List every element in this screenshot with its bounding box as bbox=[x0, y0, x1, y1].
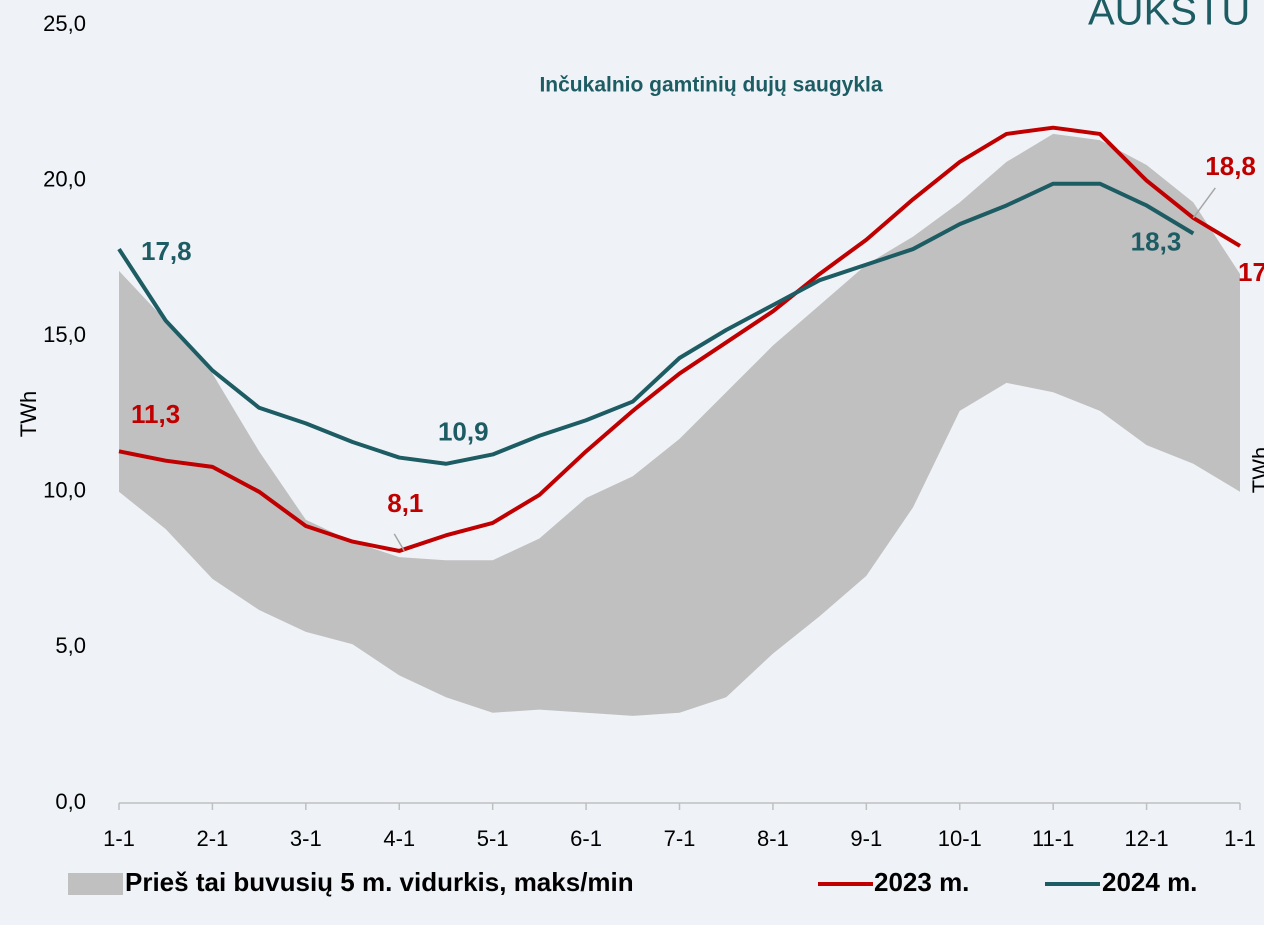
x-tick-label: 10-1 bbox=[938, 826, 982, 851]
y-axis-label: TWh bbox=[16, 391, 41, 437]
x-tick-label: 5-1 bbox=[477, 826, 509, 851]
x-tick-label: 1-1 bbox=[103, 826, 135, 851]
y2-axis-label: TWh bbox=[1248, 447, 1264, 493]
data-label: 17,8 bbox=[141, 236, 192, 266]
legend-label: Prieš tai buvusių 5 m. vidurkis, maks/mi… bbox=[125, 867, 634, 897]
x-tick-label: 1-1 bbox=[1224, 826, 1256, 851]
range-band bbox=[119, 133, 1240, 716]
data-label: 18,3 bbox=[1131, 226, 1182, 256]
x-tick-label: 2-1 bbox=[197, 826, 229, 851]
data-label: 18,8 bbox=[1205, 151, 1256, 181]
x-tick-label: 7-1 bbox=[664, 826, 696, 851]
legend-swatch bbox=[68, 873, 123, 895]
x-tick-label: 6-1 bbox=[570, 826, 602, 851]
header: AUKSTU bbox=[1088, 0, 1250, 34]
data-label: 11,3 bbox=[131, 399, 180, 429]
legend-label: 2023 m. bbox=[874, 867, 969, 897]
x-tick-label: 3-1 bbox=[290, 826, 322, 851]
x-tick-label: 9-1 bbox=[850, 826, 882, 851]
y-tick-label: 0,0 bbox=[55, 789, 86, 814]
x-tick-label: 12-1 bbox=[1125, 826, 1169, 851]
data-label: 10,9 bbox=[438, 417, 489, 447]
x-tick-label: 11-1 bbox=[1032, 826, 1074, 851]
series-line bbox=[118, 125, 1242, 553]
leader-line bbox=[1192, 187, 1216, 219]
leader-line bbox=[393, 533, 405, 552]
data-label: 17,9 bbox=[1238, 257, 1264, 287]
legend-label: 2024 m. bbox=[1102, 867, 1197, 897]
y-tick-label: 10,0 bbox=[43, 478, 86, 503]
y-tick-label: 5,0 bbox=[55, 633, 86, 658]
y-tick-label: 15,0 bbox=[43, 322, 86, 347]
series-line bbox=[117, 181, 1195, 466]
y-tick-label: 25,0 bbox=[43, 11, 86, 36]
x-tick-label: 8-1 bbox=[757, 826, 789, 851]
data-label: 8,1 bbox=[387, 488, 423, 518]
x-tick-label: 4-1 bbox=[383, 826, 415, 851]
y-tick-label: 20,0 bbox=[43, 166, 86, 191]
chart-title: Inčukalnio gamtinių dujų saugykla bbox=[539, 74, 882, 97]
